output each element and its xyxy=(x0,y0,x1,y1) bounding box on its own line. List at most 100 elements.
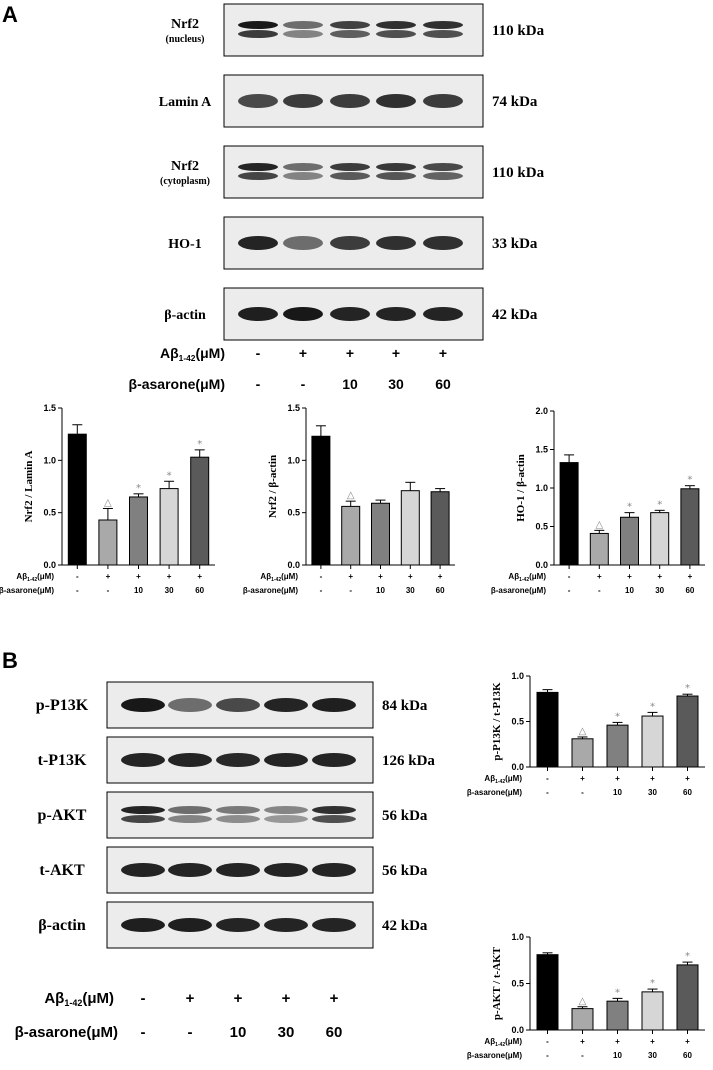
y-tick-label: 1.5 xyxy=(287,403,300,413)
x-abeta-label: Aβ1-42(μM) xyxy=(260,572,298,583)
blot-band xyxy=(264,698,308,712)
kda-label: 33 kDa xyxy=(492,236,538,252)
y-tick-label: 0.5 xyxy=(535,522,548,532)
blot-band xyxy=(312,863,356,877)
abeta-value: + xyxy=(346,345,354,361)
blot-band xyxy=(264,815,308,823)
x-asarone-value: 10 xyxy=(134,586,143,595)
significance-mark: * xyxy=(687,475,692,486)
blot-band xyxy=(423,163,463,171)
asarone-value: 10 xyxy=(342,376,358,392)
x-asarone-value: 30 xyxy=(165,586,174,595)
asarone-value: - xyxy=(141,1024,146,1041)
x-abeta-value: + xyxy=(657,572,662,581)
panel-a-charts: 0.0 0.5 1.0 1.5 Nrf2 / Lamin A - - △ + - * +10 * +30 *… xyxy=(0,403,705,595)
bar xyxy=(606,1000,629,1031)
abeta-name: Aβ xyxy=(44,990,64,1007)
significance-mark: * xyxy=(650,701,655,712)
panel-b: p-P13K 84 kDa t-P13K 126 kDa p-AKT 56 kDa t-AK… xyxy=(15,681,435,1041)
x-abeta-value: + xyxy=(197,572,202,581)
blot-band xyxy=(283,236,323,250)
bar-chart-pakt-takt: 0.0 0.5 1.0 p-AKT / t-AKT - - △ + - * +10 * +30 * +60 A… xyxy=(467,932,705,1060)
abeta-subscript: 1-42 xyxy=(271,577,281,583)
x-abeta-value: + xyxy=(685,1037,690,1046)
bar xyxy=(67,433,87,566)
blot-band xyxy=(264,753,308,767)
x-asarone-label: β-asarone(μM) xyxy=(243,586,298,595)
blot-band xyxy=(312,806,356,814)
x-asarone-value: - xyxy=(76,586,79,595)
blot-band xyxy=(283,21,323,29)
blot-band xyxy=(238,30,278,38)
abeta-value: + xyxy=(234,990,243,1007)
abeta-name: Aβ xyxy=(16,572,27,581)
x-abeta-value: + xyxy=(597,572,602,581)
x-asarone-value: 10 xyxy=(376,586,385,595)
x-abeta-value: - xyxy=(320,572,323,581)
abeta-label: Aβ1-42(μM) xyxy=(44,990,114,1008)
x-asarone-value: - xyxy=(568,586,571,595)
abeta-unit: (μM) xyxy=(37,572,54,581)
significance-mark: △ xyxy=(104,497,112,508)
significance-mark: * xyxy=(136,483,141,494)
bar xyxy=(190,456,210,566)
significance-mark: △ xyxy=(595,519,603,530)
blot-band xyxy=(121,806,165,814)
bar xyxy=(400,490,420,566)
abeta-subscript: 1-42 xyxy=(495,779,505,785)
y-tick-label: 1.0 xyxy=(511,671,524,681)
panel-a: Nrf2 (nucleus) 110 kDa Lamin A 74 kDa Nrf2 (cy… xyxy=(129,3,545,392)
blot-band xyxy=(423,94,463,108)
blot-band xyxy=(283,94,323,108)
y-tick-label: 0.0 xyxy=(287,560,300,570)
bar xyxy=(676,964,699,1031)
blot-band xyxy=(121,863,165,877)
kda-label: 84 kDa xyxy=(382,698,428,714)
x-abeta-value: + xyxy=(650,1037,655,1046)
x-asarone-value: - xyxy=(320,586,323,595)
asarone-value: 60 xyxy=(435,376,451,392)
x-abeta-label: Aβ1-42(μM) xyxy=(16,572,54,583)
blot-box xyxy=(223,145,484,199)
x-asarone-value: - xyxy=(581,788,584,797)
significance-mark: * xyxy=(615,711,620,722)
bar xyxy=(159,488,179,566)
blot-band xyxy=(376,94,416,108)
x-asarone-value: 10 xyxy=(613,1051,622,1060)
x-asarone-value: 60 xyxy=(436,586,445,595)
abeta-name: Aβ xyxy=(508,572,519,581)
y-axis-title: Nrf2 / Lamin A xyxy=(23,451,35,523)
x-asarone-value: - xyxy=(546,1051,549,1060)
blot-band xyxy=(312,753,356,767)
y-tick-label: 1.5 xyxy=(535,445,548,455)
abeta-value: + xyxy=(392,345,400,361)
blot-label: p-AKT xyxy=(38,807,87,824)
y-tick-label: 0.0 xyxy=(535,560,548,570)
blot-band xyxy=(312,698,356,712)
x-abeta-value: + xyxy=(438,572,443,581)
kda-label: 110 kDa xyxy=(492,23,545,39)
x-abeta-value: - xyxy=(76,572,79,581)
blot-box xyxy=(223,3,484,57)
abeta-name: Aβ xyxy=(484,774,495,783)
bar xyxy=(559,462,579,566)
blot-band xyxy=(216,698,260,712)
y-tick-label: 1.0 xyxy=(43,455,56,465)
blot-band xyxy=(238,163,278,171)
abeta-subscript: 1-42 xyxy=(64,998,82,1008)
x-abeta-value: + xyxy=(688,572,693,581)
x-asarone-value: - xyxy=(546,788,549,797)
x-abeta-label: Aβ1-42(μM) xyxy=(484,774,522,785)
blot-band xyxy=(330,236,370,250)
blot-label: Nrf2 xyxy=(171,17,199,32)
x-abeta-value: + xyxy=(167,572,172,581)
x-abeta-value: + xyxy=(615,774,620,783)
bar xyxy=(129,496,148,566)
abeta-name: Aβ xyxy=(160,345,179,361)
x-abeta-value: + xyxy=(627,572,632,581)
x-abeta-value: + xyxy=(580,774,585,783)
bar-chart-ho1-actin: 0.0 0.5 1.0 1.5 2.0 HO-1 / β-actin - - △ + - * +10 * +… xyxy=(491,406,705,595)
kda-label: 74 kDa xyxy=(492,94,538,110)
asarone-value: 10 xyxy=(230,1024,247,1041)
